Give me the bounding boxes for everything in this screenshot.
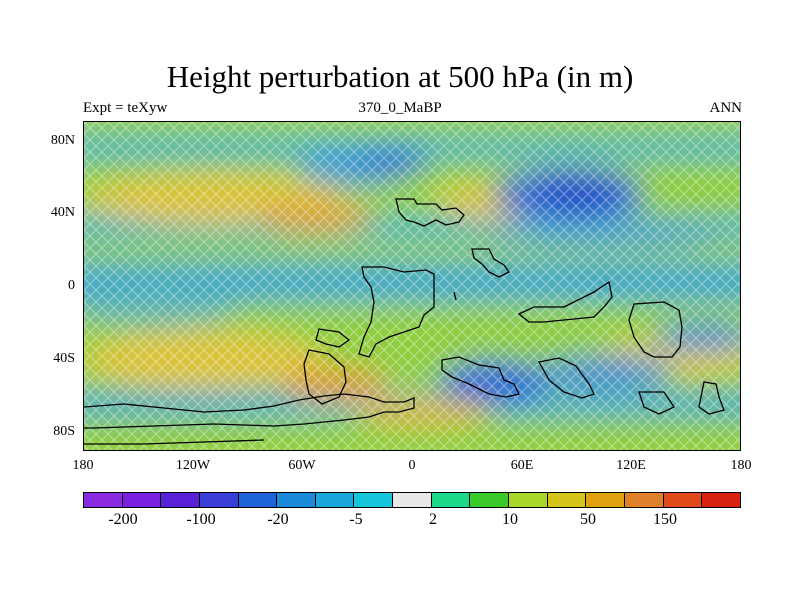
- colorbar-swatch: [277, 493, 316, 507]
- coastlines: [84, 198, 725, 445]
- colorbar-label: 150: [653, 511, 677, 528]
- x-tick-label: 60E: [510, 458, 534, 473]
- colorbar-swatch: [354, 493, 394, 507]
- y-tick-label: 80N: [50, 133, 75, 148]
- colorbar-swatch: [470, 493, 510, 507]
- colorbar-label: -200: [108, 511, 138, 528]
- colorbar-swatch: [161, 493, 200, 507]
- y-tick-label: 80S: [53, 424, 75, 439]
- x-tick-label: 180: [730, 458, 752, 473]
- y-tick-label: 40S: [53, 351, 75, 366]
- x-tick-label: 0: [408, 458, 416, 473]
- colorbar-swatch: [702, 493, 740, 507]
- colorbar-label: 50: [580, 511, 596, 528]
- colorbar-swatch: [315, 493, 355, 507]
- colorbar-swatch: [586, 493, 625, 507]
- colorbar-swatch: [199, 493, 239, 507]
- colorbar-label: -100: [186, 511, 216, 528]
- season-label: ANN: [709, 100, 743, 116]
- colorbar-swatch: [547, 493, 587, 507]
- x-tick-label: 60W: [288, 458, 316, 473]
- map-title: Height perturbation at 500 hPa (in m): [166, 59, 634, 94]
- colorbar-swatch: [238, 493, 278, 507]
- x-tick-label: 180: [72, 458, 94, 473]
- x-tick-label: 120W: [175, 458, 211, 473]
- colorbar-swatch: [624, 493, 664, 507]
- experiment-label: Expt = teXyw: [83, 100, 168, 116]
- colorbar-swatch: [509, 493, 548, 507]
- colorbar-swatch: [663, 493, 703, 507]
- colorbar-swatch: [84, 493, 123, 507]
- colorbar: [83, 492, 741, 508]
- y-tick-label: 40N: [50, 205, 75, 220]
- colorbar-label: -20: [267, 511, 289, 528]
- colorbar-label: 10: [502, 511, 518, 528]
- map-canvas: [84, 122, 740, 450]
- y-tick-label: 0: [68, 278, 75, 293]
- x-tick-label: 120E: [616, 458, 646, 473]
- map-panel: [83, 121, 741, 451]
- colorbar-swatch: [122, 493, 162, 507]
- colorbar-label: -5: [349, 511, 363, 528]
- colorbar-label: 2: [429, 511, 437, 528]
- period-label: 370_0_MaBP: [358, 100, 442, 116]
- colorbar-swatch: [431, 493, 471, 507]
- colorbar-swatch: [393, 493, 432, 507]
